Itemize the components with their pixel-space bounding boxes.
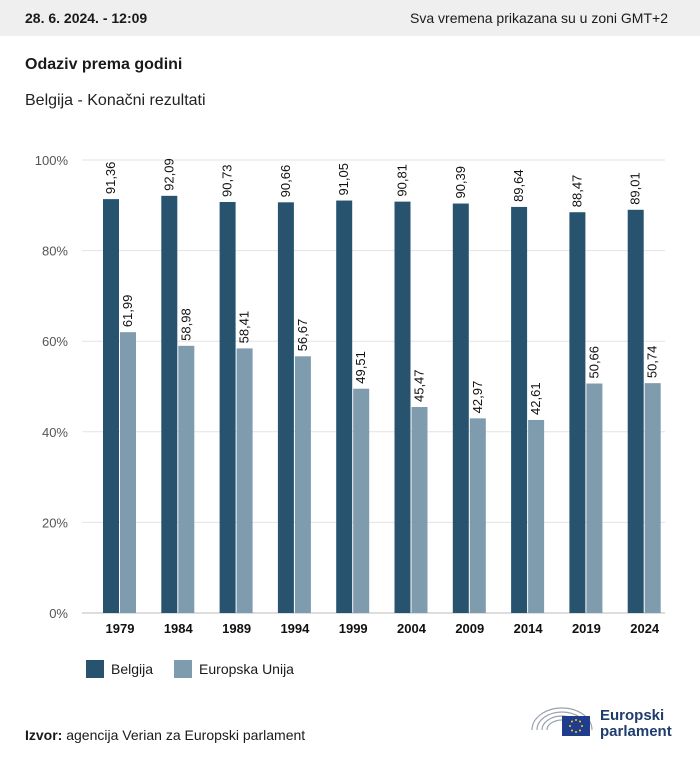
top-bar: 28. 6. 2024. - 12:09 Sva vremena prikaza… bbox=[0, 0, 700, 36]
parliament-hemicycle-icon bbox=[531, 707, 593, 736]
bar bbox=[219, 201, 236, 613]
data-label: 92,09 bbox=[161, 158, 176, 191]
bar bbox=[394, 201, 411, 613]
data-label: 42,97 bbox=[470, 381, 485, 414]
source-label: Izvor: bbox=[25, 727, 63, 743]
data-label: 50,66 bbox=[586, 346, 601, 379]
y-tick-label: 20% bbox=[42, 515, 68, 530]
legend-item-eu: Europska Unija bbox=[174, 660, 294, 678]
bar bbox=[627, 209, 644, 613]
data-label: 90,66 bbox=[278, 165, 293, 198]
timezone-note: Sva vremena prikazana su u zoni GMT+2 bbox=[410, 10, 668, 26]
data-label: 49,51 bbox=[353, 351, 368, 384]
data-label: 91,36 bbox=[103, 162, 118, 195]
y-tick-label: 100% bbox=[35, 153, 69, 168]
data-label: 90,73 bbox=[220, 164, 235, 197]
legend: Belgija Europska Unija bbox=[86, 660, 315, 678]
chart-subtitle: Belgija - Konačni rezultati bbox=[25, 92, 206, 109]
source-note: Izvor: agencija Verian za Europski parla… bbox=[25, 727, 305, 743]
source-text: agencija Verian za Europski parlament bbox=[66, 727, 306, 743]
data-label: 61,99 bbox=[120, 295, 135, 328]
legend-label-belgija: Belgija bbox=[111, 661, 154, 677]
bar bbox=[294, 356, 311, 613]
chart-title: Odaziv prema godini bbox=[25, 56, 183, 73]
data-label: 56,67 bbox=[295, 319, 310, 352]
bar bbox=[178, 345, 195, 613]
x-tick-label: 1989 bbox=[222, 621, 251, 636]
bar bbox=[644, 383, 661, 613]
bar bbox=[452, 203, 469, 613]
data-label: 89,64 bbox=[511, 169, 526, 202]
bar bbox=[236, 348, 253, 613]
data-label: 90,39 bbox=[453, 166, 468, 199]
x-tick-label: 1994 bbox=[280, 621, 310, 636]
y-tick-label: 40% bbox=[42, 425, 68, 440]
legend-swatch-belgija bbox=[86, 660, 104, 678]
bar bbox=[336, 200, 353, 613]
x-tick-label: 2014 bbox=[514, 621, 544, 636]
bar bbox=[161, 195, 178, 613]
data-label: 58,98 bbox=[178, 308, 193, 341]
bar bbox=[469, 418, 486, 613]
logo-line-2: parlament bbox=[600, 723, 672, 740]
legend-swatch-eu bbox=[174, 660, 193, 678]
data-label: 89,01 bbox=[628, 172, 643, 205]
bar bbox=[569, 212, 586, 613]
bar bbox=[277, 202, 294, 614]
bar bbox=[353, 388, 370, 613]
legend-item-belgija: Belgija bbox=[86, 660, 153, 678]
x-tick-label: 2024 bbox=[630, 621, 660, 636]
bar bbox=[586, 383, 603, 613]
bar bbox=[528, 419, 545, 613]
x-tick-label: 2019 bbox=[572, 621, 601, 636]
data-label: 50,74 bbox=[645, 346, 660, 379]
y-tick-label: 60% bbox=[42, 334, 68, 349]
x-tick-label: 1999 bbox=[339, 621, 368, 636]
bar bbox=[511, 206, 528, 614]
bar bbox=[120, 332, 136, 613]
data-label: 42,61 bbox=[528, 382, 543, 415]
data-label: 91,05 bbox=[336, 163, 351, 196]
data-label: 45,47 bbox=[412, 369, 427, 402]
x-tick-label: 2009 bbox=[455, 621, 484, 636]
data-label: 90,81 bbox=[395, 164, 410, 197]
logo-line-1: Europski bbox=[600, 707, 665, 724]
data-label: 58,41 bbox=[237, 311, 252, 344]
legend-label-eu: Europska Unija bbox=[199, 661, 294, 677]
bar bbox=[103, 199, 119, 613]
timestamp: 28. 6. 2024. - 12:09 bbox=[25, 10, 148, 26]
bar bbox=[411, 407, 428, 613]
x-tick-label: 2004 bbox=[397, 621, 427, 636]
y-tick-label: 0% bbox=[49, 606, 68, 621]
data-label: 88,47 bbox=[569, 175, 584, 208]
x-tick-label: 1984 bbox=[164, 621, 194, 636]
x-tick-label: 1979 bbox=[106, 621, 135, 636]
bar-chart: 0% 20% 40% 60% 80% 100% 91,36 61,99 1979 92,09 58,… bbox=[35, 153, 665, 636]
y-tick-label: 80% bbox=[42, 244, 68, 259]
ep-logo: Europski parlament bbox=[528, 702, 688, 742]
